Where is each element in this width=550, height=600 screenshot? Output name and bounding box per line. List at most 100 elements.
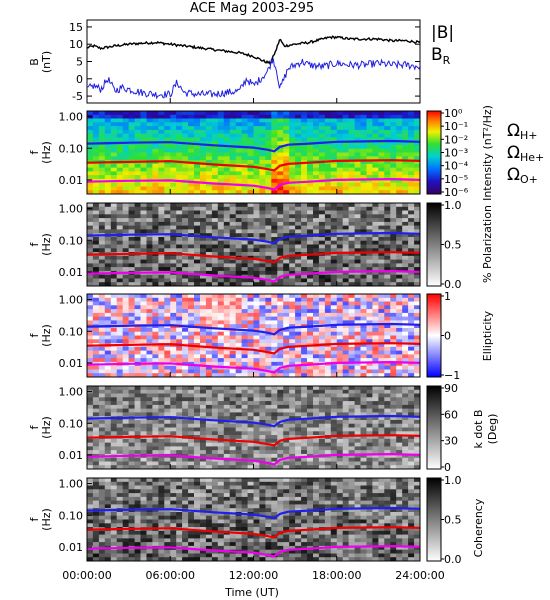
ellipticity-cell — [188, 350, 195, 355]
polarization-cell — [182, 267, 189, 272]
ellipticity-cell — [318, 305, 326, 310]
polarization-cell — [205, 233, 213, 238]
polarization-cell — [414, 237, 420, 242]
intensity-cell — [164, 175, 171, 180]
ellipticity-cell — [223, 335, 231, 340]
polarization-cell — [295, 259, 302, 264]
polarization-cell — [396, 255, 403, 261]
polarization-cell — [87, 225, 94, 230]
intensity-cell — [265, 152, 272, 157]
intensity-cell — [122, 167, 130, 172]
intensity-cell — [247, 175, 255, 180]
intensity-cell — [342, 129, 350, 135]
polarization-cell — [402, 203, 409, 208]
kdotb-cell — [241, 431, 249, 436]
ellipticity-cell — [390, 350, 397, 355]
kdotb-cell — [140, 404, 147, 410]
polarization-cell — [194, 263, 201, 268]
ellipticity-cell — [372, 309, 379, 314]
intensity-cell — [134, 145, 142, 150]
intensity-cell — [396, 118, 403, 123]
intensity-cell — [182, 126, 189, 131]
intensity-cell — [283, 171, 290, 176]
intensity-cell — [152, 118, 159, 123]
polarization-cell — [104, 225, 112, 230]
ellipticity-cell — [271, 297, 278, 303]
kdotb-cell — [200, 401, 207, 406]
ellipticity-cell — [265, 343, 272, 348]
ellipticity-cell — [200, 301, 207, 306]
intensity-cell — [330, 145, 338, 150]
intensity-cell — [200, 118, 207, 123]
intensity-cell — [170, 175, 177, 180]
polarization-cell — [217, 206, 225, 212]
kdotb-cell — [390, 438, 397, 444]
ellipticity-cell — [194, 361, 201, 367]
kdotb-cell — [318, 386, 326, 391]
ellipticity-cell — [313, 301, 320, 306]
kdotb-cell — [87, 423, 94, 429]
kdotb-cell — [348, 386, 356, 391]
polarization-cell — [146, 259, 153, 264]
ellipticity-cell — [134, 297, 142, 303]
intensity-cell — [128, 126, 136, 131]
intensity-cell — [164, 137, 171, 142]
polarization-cell — [140, 229, 147, 234]
intensity-cell — [408, 175, 415, 180]
intensity-cell — [104, 118, 112, 123]
intensity-cell — [176, 182, 183, 188]
kdotb-cell — [295, 412, 302, 417]
intensity-cell — [140, 156, 147, 161]
intensity-cell — [366, 171, 373, 176]
polarization-cell — [396, 214, 403, 219]
ellipticity-cell — [110, 373, 118, 377]
intensity-cell — [98, 167, 106, 172]
intensity-cell — [283, 167, 290, 172]
kdotb-cell — [158, 457, 165, 463]
kdotb-cell — [402, 427, 409, 432]
kdotb-cell — [301, 412, 308, 417]
ellipticity-cell — [134, 350, 142, 355]
polarization-cell — [318, 278, 326, 283]
ellipticity-cell — [330, 294, 338, 299]
ellipticity-cell — [152, 294, 159, 299]
polarization-ylabel-bottom: (Hz) — [40, 233, 53, 256]
polarization-cell — [122, 248, 130, 253]
intensity-cell — [336, 186, 344, 191]
kdotb-cell — [336, 465, 344, 469]
polarization-cell — [217, 203, 225, 208]
intensity-cell — [146, 111, 153, 116]
kdotb-cell — [313, 461, 320, 466]
polarization-cell — [348, 221, 356, 227]
ellipticity-cell — [318, 339, 326, 344]
ellipticity-cell — [366, 297, 373, 303]
ellipticity-cell — [241, 361, 249, 367]
ellipticity-cell — [87, 328, 94, 333]
ellipticity-cell — [384, 365, 391, 371]
kdotb-cell — [205, 431, 213, 436]
kdotb-cell — [259, 453, 266, 459]
kdotb-cell — [301, 389, 308, 395]
polarization-cell — [408, 214, 415, 219]
bfield-ytick-label: -5 — [72, 90, 83, 103]
kdotb-cell — [330, 431, 338, 436]
kdotb-cell — [342, 408, 350, 413]
intensity-cell — [205, 148, 213, 154]
ellipticity-cell — [396, 324, 403, 329]
intensity-cell — [313, 129, 320, 135]
ellipticity-cell — [211, 305, 219, 310]
polarization-cell — [277, 252, 284, 257]
kdotb-cell — [372, 423, 379, 429]
intensity-cell — [378, 118, 385, 123]
polarization-cell — [402, 240, 409, 246]
kdotb-cell — [360, 397, 367, 402]
intensity-cell — [200, 114, 207, 120]
kdotb-cell — [318, 404, 326, 410]
ellipticity-cell — [313, 350, 320, 355]
kdotb-cell — [116, 389, 124, 395]
ellipticity-cell — [110, 297, 118, 303]
ellipticity-cell — [295, 365, 302, 371]
polarization-cell — [402, 282, 409, 286]
polarization-cell — [104, 214, 112, 219]
intensity-cell — [164, 133, 171, 138]
